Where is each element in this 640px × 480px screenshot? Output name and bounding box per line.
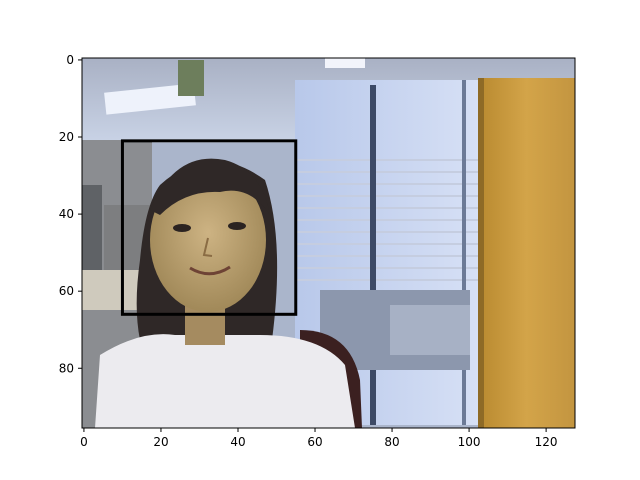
x-axis-ticks: 0 20 40 60 80 100 120 bbox=[80, 428, 558, 449]
x-tick-label: 20 bbox=[153, 435, 168, 449]
x-tick-label: 80 bbox=[384, 435, 399, 449]
y-tick-label: 80 bbox=[59, 361, 74, 375]
y-tick-label: 0 bbox=[66, 53, 74, 67]
x-tick-label: 120 bbox=[535, 435, 558, 449]
y-axis-ticks: 0 20 40 60 80 bbox=[59, 53, 82, 375]
photo bbox=[82, 58, 575, 428]
x-tick-label: 100 bbox=[458, 435, 481, 449]
y-tick-label: 40 bbox=[59, 207, 74, 221]
x-tick-label: 60 bbox=[307, 435, 322, 449]
axes-frame bbox=[81, 57, 576, 429]
y-tick-label: 60 bbox=[59, 284, 74, 298]
x-tick-label: 0 bbox=[80, 435, 88, 449]
x-tick-label: 40 bbox=[230, 435, 245, 449]
y-tick-label: 20 bbox=[59, 130, 74, 144]
bounding-box bbox=[120, 139, 298, 316]
